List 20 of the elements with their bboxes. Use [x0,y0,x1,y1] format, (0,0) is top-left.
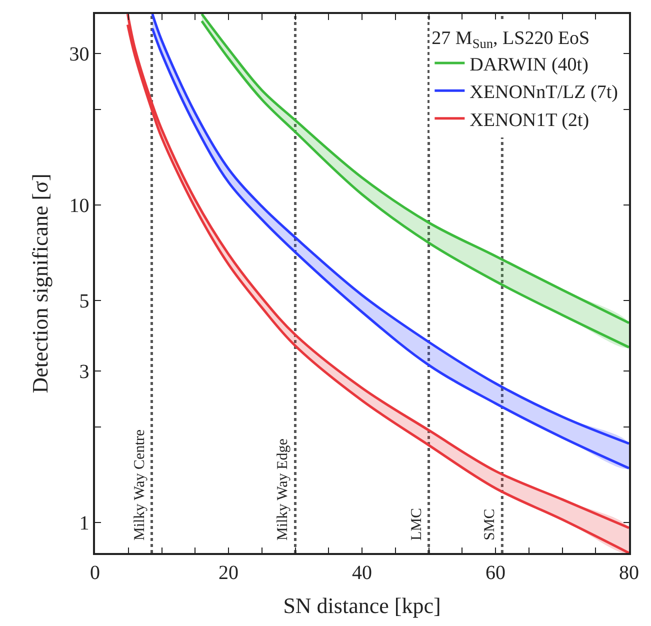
ref-line-label: Milky Way Edge [275,438,292,540]
legend-label: XENON1T (2t) [470,110,590,131]
x-tick-label: 20 [218,562,238,584]
y-tick-label: 5 [79,290,90,313]
x-tick-label: 60 [486,562,506,584]
legend-label: XENONnT/LZ (7t) [470,82,618,104]
y-tick-label: 3 [79,360,90,383]
y-tick-label: 10 [69,195,90,217]
y-tick-label: 1 [79,512,90,534]
x-tick-label: 0 [90,562,100,584]
y-tick-label: 30 [69,44,90,66]
ref-line-label: Milky Way Centre [132,429,148,540]
y-axis-title: Detection significane [σ] [28,174,53,394]
x-tick-label: 80 [619,562,639,584]
legend-title: 27 M$_{Sun}$, LS220 EoS [432,28,590,52]
x-tick-label: 40 [352,562,372,584]
legend-label: DARWIN (40t) [470,54,588,76]
ref-line-label: SMC [482,508,498,540]
ref-line-label: LMC [409,508,426,540]
x-axis-title: SN distance [kpc] [283,593,441,618]
